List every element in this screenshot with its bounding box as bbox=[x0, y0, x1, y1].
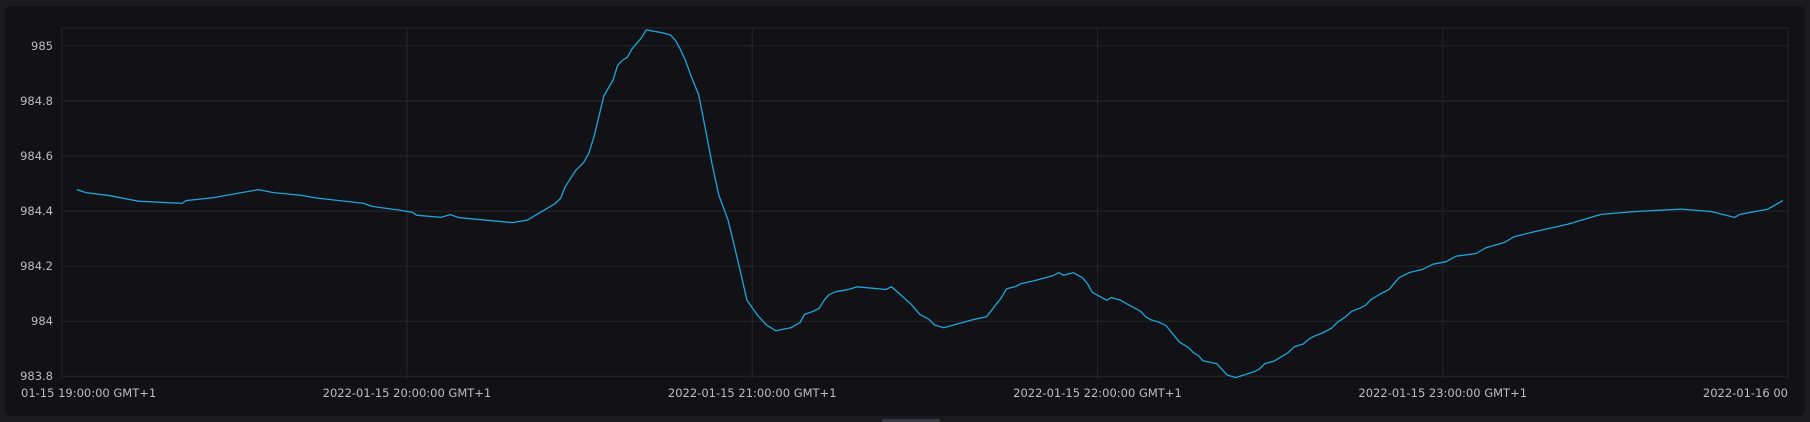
x-tick-label: 2022-01-16 00 bbox=[1703, 386, 1788, 400]
y-tick-label: 984.4 bbox=[20, 204, 53, 218]
series-line bbox=[76, 29, 1784, 379]
x-tick-label: 2022-01-15 23:00:00 GMT+1 bbox=[1358, 386, 1527, 400]
x-axis: 01-15 19:00:00 GMT+1 2022-01-15 20:00:00 … bbox=[21, 386, 1788, 400]
series-group bbox=[76, 29, 1784, 379]
y-tick-label: 984.6 bbox=[20, 149, 53, 163]
horizontal-scrollbar[interactable] bbox=[882, 419, 940, 422]
x-tick-label: 2022-01-15 20:00:00 GMT+1 bbox=[323, 386, 492, 400]
x-tick-label: 2022-01-15 22:00:00 GMT+1 bbox=[1013, 386, 1182, 400]
y-axis: 983.8 984 984.2 984.4 984.6 984.8 985 bbox=[20, 39, 53, 383]
y-tick-label: 984.8 bbox=[20, 94, 53, 108]
x-tick-label: 2022-01-15 21:00:00 GMT+1 bbox=[668, 386, 837, 400]
y-tick-label: 984.2 bbox=[20, 259, 53, 273]
y-tick-label: 983.8 bbox=[20, 369, 53, 383]
y-tick-label: 985 bbox=[31, 39, 53, 53]
x-tick-label: 01-15 19:00:00 GMT+1 bbox=[21, 386, 156, 400]
grid bbox=[61, 27, 1789, 379]
y-tick-label: 984 bbox=[31, 314, 53, 328]
